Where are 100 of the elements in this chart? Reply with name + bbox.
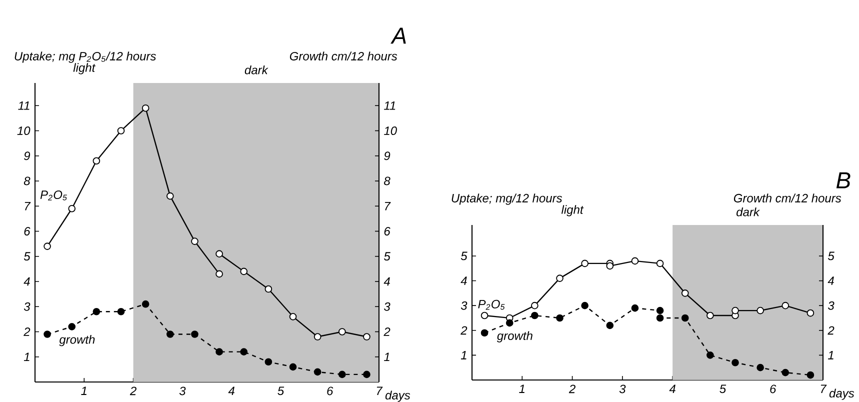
- y2-tick-label: 5: [828, 252, 834, 260]
- series-label: growth: [496, 331, 532, 342]
- point: [681, 314, 689, 322]
- point: [806, 309, 814, 317]
- point: [191, 330, 198, 338]
- y2-tick-label: 10: [384, 126, 397, 135]
- point: [631, 304, 639, 312]
- y-tick-label: 6: [24, 226, 30, 236]
- y-tick-label: 4: [460, 276, 467, 285]
- point: [314, 368, 322, 376]
- point: [706, 312, 714, 320]
- y2-axis-title: Growth cm/12 hours: [290, 52, 398, 60]
- y2-tick-label: 9: [384, 152, 390, 160]
- x-tick-label: 3: [619, 384, 626, 394]
- point: [756, 364, 764, 372]
- point: [216, 250, 223, 258]
- point: [166, 330, 174, 338]
- point: [506, 319, 514, 327]
- x-tick-label: 5: [278, 386, 284, 396]
- x-tick-label: 2: [568, 384, 576, 394]
- y-axis-title: Uptake; mg P$_{2}$O$_{5}$/12 hours: [14, 52, 156, 63]
- y-tick-label: 2: [460, 326, 468, 335]
- point: [68, 204, 76, 212]
- x-tick-label: 1: [519, 384, 524, 393]
- band-label: dark: [736, 207, 760, 216]
- point: [606, 322, 614, 330]
- y-axis-title: Uptake; mg/12 hours: [452, 194, 562, 205]
- x-axis-title: days: [385, 390, 410, 402]
- point: [531, 302, 538, 310]
- text: light: [73, 63, 96, 74]
- point: [92, 157, 100, 165]
- y-tick-label: 5: [460, 252, 468, 260]
- x-tick-label: 5: [720, 384, 726, 394]
- x-tick-label: 4: [228, 386, 234, 395]
- point: [581, 260, 588, 268]
- chart-title: B: [836, 172, 850, 188]
- x-tick-label: 7: [820, 384, 827, 393]
- x-tick-label: 6: [770, 384, 776, 394]
- point: [264, 285, 272, 293]
- point: [240, 268, 248, 276]
- point: [656, 306, 664, 314]
- point: [338, 370, 346, 378]
- y2-tick-label: 2: [384, 328, 390, 336]
- point: [289, 312, 297, 320]
- y-tick-label: 9: [24, 152, 30, 160]
- point: [480, 329, 488, 337]
- point: [756, 306, 764, 314]
- point: [556, 314, 564, 322]
- point: [44, 330, 51, 338]
- point: [806, 371, 814, 379]
- point: [44, 242, 51, 250]
- point: [782, 368, 790, 376]
- band-label: dark: [244, 65, 268, 74]
- x-tick-label: 1: [81, 386, 86, 395]
- point: [264, 358, 272, 366]
- series-label: P$_{2}$O$_{5}$: [478, 300, 505, 310]
- point: [216, 270, 223, 278]
- x-axis-title: days: [829, 388, 854, 400]
- y-tick-label: 1: [24, 352, 30, 361]
- y2-tick-label: 7: [384, 202, 391, 210]
- y-tick-label: 8: [24, 176, 30, 186]
- point: [117, 308, 125, 316]
- y-tick-label: 4: [24, 277, 30, 286]
- point: [240, 348, 248, 356]
- point: [216, 348, 223, 356]
- point: [631, 257, 639, 265]
- point: [338, 328, 346, 336]
- point: [782, 302, 790, 310]
- point: [92, 308, 100, 316]
- text: light: [561, 205, 584, 216]
- series-label: growth: [59, 334, 95, 346]
- point: [706, 352, 714, 359]
- point: [314, 333, 322, 340]
- series-label: P$_{2}$O$_{5}$: [40, 190, 67, 200]
- point: [363, 333, 370, 340]
- point: [581, 302, 588, 310]
- point: [531, 312, 538, 320]
- point: [142, 104, 150, 112]
- point: [732, 306, 739, 314]
- point: [656, 260, 664, 268]
- y2-tick-label: 2: [828, 326, 834, 335]
- point: [289, 363, 297, 371]
- y2-tick-label: 8: [384, 176, 390, 186]
- y2-tick-label: 4: [384, 277, 390, 286]
- y-tick-label: 7: [24, 202, 31, 210]
- y-tick-label: 5: [24, 252, 30, 261]
- point: [191, 238, 198, 245]
- y2-tick-label: 1: [384, 352, 390, 361]
- y2-tick-label: 3: [384, 302, 390, 311]
- point: [656, 314, 664, 322]
- y-tick-label: 3: [460, 301, 468, 310]
- point: [68, 323, 76, 330]
- y2-tick-label: 11: [384, 101, 396, 110]
- x-tick-label: 4: [669, 384, 676, 393]
- y-tick-label: 1: [460, 351, 466, 360]
- y2-tick-label: 3: [828, 301, 834, 310]
- point: [606, 262, 614, 270]
- y-tick-label: 3: [24, 302, 30, 311]
- point: [480, 312, 488, 320]
- point: [363, 370, 370, 378]
